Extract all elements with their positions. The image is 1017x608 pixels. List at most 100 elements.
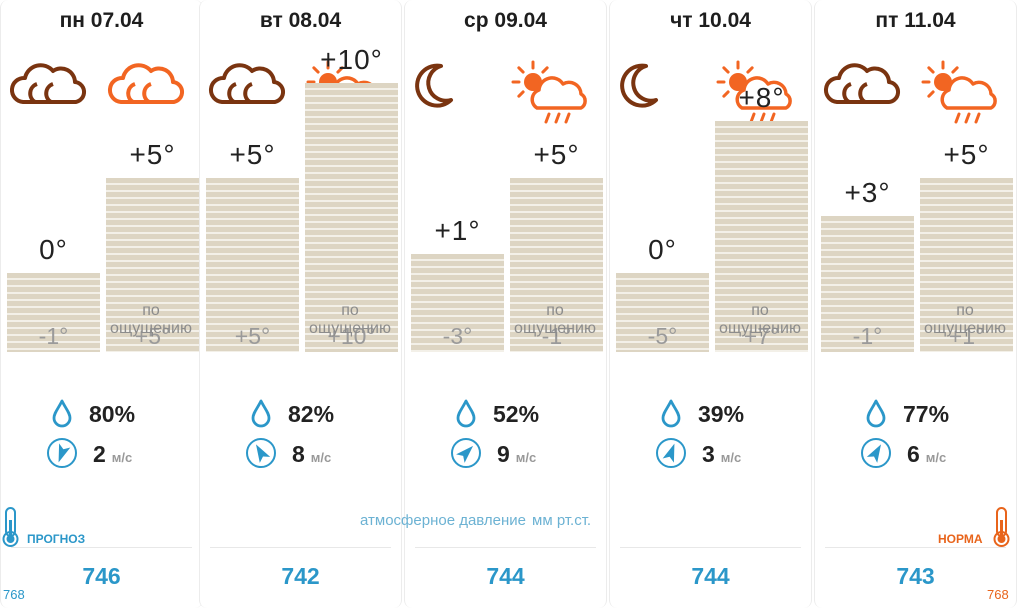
humidity-value: 82% — [288, 401, 335, 427]
cloudy-icon — [105, 60, 187, 113]
wind-speed-value: 2 — [93, 441, 106, 467]
pressure-value: 744 — [691, 563, 730, 589]
pressure-value: 742 — [281, 563, 320, 589]
pressure-unit: мм рт.ст. — [532, 512, 592, 529]
humidity-value: 80% — [89, 401, 136, 427]
cloudy-icon — [7, 60, 89, 113]
day-temp-bar — [715, 121, 808, 352]
day-date: ср 09.04 — [464, 9, 547, 32]
wind-speed-value: 6 — [907, 441, 920, 467]
wind-direction-icon — [450, 437, 482, 474]
wind-unit: м/с — [720, 450, 742, 465]
wind-speed-value: 3 — [702, 441, 715, 467]
pressure-value: 744 — [486, 563, 525, 589]
moon-icon — [411, 60, 459, 115]
thermometer-norm-icon — [993, 507, 1010, 547]
wind-unit: м/с — [111, 450, 133, 465]
day-feels-like: +1° — [948, 323, 985, 349]
pressure-divider — [415, 547, 596, 548]
night-feels-like: -1° — [852, 323, 883, 349]
sun-cloud-rain-icon — [919, 60, 1005, 131]
night-temp-bar — [616, 273, 709, 352]
day-feels-like: +7° — [743, 323, 780, 349]
humidity-drop-icon — [865, 398, 887, 433]
night-temp-bar — [821, 216, 914, 352]
day-temp-bar — [106, 178, 199, 352]
pressure-divider — [210, 547, 391, 548]
day-feels-like: -1° — [541, 323, 572, 349]
day-feels-like: +5° — [134, 323, 171, 349]
day-date: пн 07.04 — [59, 9, 144, 32]
humidity-drop-icon — [455, 398, 477, 433]
feels-like-label: по ощущению — [110, 302, 192, 337]
humidity-drop-icon — [250, 398, 272, 433]
cloudy-icon — [206, 60, 288, 113]
wind-direction-icon — [46, 437, 78, 474]
day-temp: +5° — [533, 139, 580, 170]
wind-speed-value: 8 — [292, 441, 305, 467]
night-feels-like: -3° — [442, 323, 473, 349]
humidity-value: 52% — [493, 401, 540, 427]
day-column[interactable]: пт 11.04 +3° -1° +5° +1° по ощущению 77% 6 м/с 74… — [814, 0, 1017, 608]
day-date: вт 08.04 — [259, 9, 342, 32]
night-temp-bar — [7, 273, 100, 352]
night-temp: +3° — [844, 177, 891, 208]
pressure-value: 746 — [82, 563, 121, 589]
wind-unit: м/с — [310, 450, 332, 465]
night-temp-bar — [411, 254, 504, 352]
forecast-label: ПРОГНОЗ — [27, 532, 86, 546]
wind-speed: 8 м/с — [292, 441, 331, 468]
wind-direction-icon — [860, 437, 892, 474]
day-column[interactable]: пн 07.04 0° -1° +5° +5° по ощущению 80% 2 м/с 746 — [0, 0, 203, 608]
humidity-drop-icon — [660, 398, 682, 433]
sun-cloud-rain-icon — [509, 60, 595, 131]
feels-like-label: по ощущению — [719, 302, 801, 337]
night-temp: +1° — [434, 215, 481, 246]
day-temp: +8° — [738, 82, 785, 113]
wind-speed: 9 м/с — [497, 441, 536, 468]
wind-direction-icon — [245, 437, 277, 474]
pressure-divider — [825, 547, 1006, 548]
night-temp-bar — [206, 178, 299, 352]
wind-unit: м/с — [925, 450, 947, 465]
feels-like-label: по ощущению — [514, 302, 596, 337]
thermometer-forecast-icon — [2, 507, 19, 547]
pressure-value: 743 — [896, 563, 935, 589]
day-temp-bar — [510, 178, 603, 352]
cloudy-icon — [821, 60, 903, 113]
moon-icon — [616, 60, 664, 115]
feels-like-label: по ощущению — [309, 302, 391, 337]
day-temp: +10° — [320, 44, 383, 75]
day-temp: +5° — [129, 139, 176, 170]
sun-cloud-rain-icon — [714, 60, 800, 131]
wind-speed: 2 м/с — [93, 441, 132, 468]
night-feels-like: -1° — [38, 323, 69, 349]
forecast-value: 768 — [3, 587, 25, 602]
wind-direction-icon — [655, 437, 687, 474]
day-temp-bar — [920, 178, 1013, 352]
wind-speed: 3 м/с — [702, 441, 741, 468]
humidity-value: 39% — [698, 401, 745, 427]
humidity-value: 77% — [903, 401, 950, 427]
pressure-title-text: атмосферное давление — [360, 512, 527, 529]
wind-speed-value: 9 — [497, 441, 510, 467]
day-temp-bar — [305, 83, 398, 352]
night-temp: 0° — [648, 234, 677, 265]
day-column[interactable]: ср 09.04 +1° -3° +5° -1° по ощущению 52% 9 м/с 74… — [404, 0, 607, 608]
pressure-divider — [11, 547, 192, 548]
day-column[interactable]: чт 10.04 0° -5° +8° +7° по ощущению 39% 3 м/с 744 — [609, 0, 812, 608]
wind-speed: 6 м/с — [907, 441, 946, 468]
day-column[interactable]: вт 08.04 +5° +5° +10° +10° по ощущению 82% 8 м/с… — [199, 0, 402, 608]
pressure-divider — [620, 547, 801, 548]
humidity-drop-icon — [51, 398, 73, 433]
norm-label: НОРМА — [938, 532, 983, 546]
night-temp: +5° — [229, 139, 276, 170]
night-feels-like: -5° — [647, 323, 678, 349]
norm-value: 768 — [987, 587, 1009, 602]
feels-like-label: по ощущению — [924, 302, 1006, 337]
day-date: пт 11.04 — [875, 9, 956, 32]
pressure-title: атмосферное давление мм рт.ст. — [360, 512, 591, 530]
day-feels-like: +10° — [327, 323, 376, 349]
wind-unit: м/с — [515, 450, 537, 465]
night-temp: 0° — [39, 234, 68, 265]
